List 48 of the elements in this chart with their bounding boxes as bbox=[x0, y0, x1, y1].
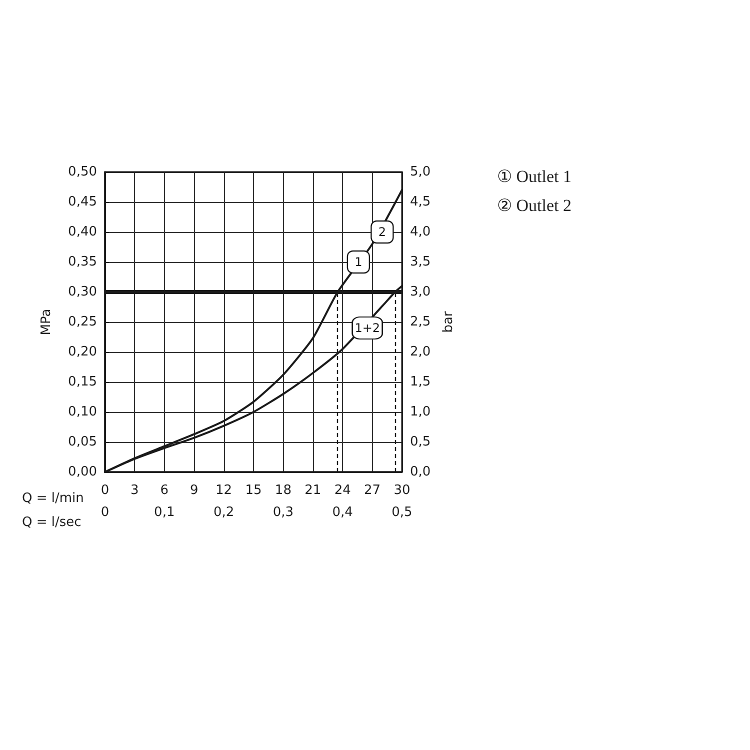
text: ② Outlet 2 bbox=[497, 196, 572, 215]
x-tick-label: 30 bbox=[394, 483, 410, 498]
y2-tick-label: 1,0 bbox=[410, 404, 431, 420]
y2-axis-title: bar bbox=[441, 310, 456, 333]
x-tick-label: 15 bbox=[245, 483, 262, 498]
x2-tick-label: 0,2 bbox=[213, 505, 234, 520]
annotation: 2 bbox=[378, 225, 386, 239]
y2-tick-label: 3,0 bbox=[410, 284, 431, 300]
x-axis-title: Q = l/min bbox=[22, 491, 84, 506]
y-tick-label: 0,40 bbox=[68, 224, 97, 240]
y-tick-label: 0,00 bbox=[68, 464, 97, 480]
y-tick-label: 0,15 bbox=[68, 374, 97, 390]
x-tick-label: 0 bbox=[100, 483, 110, 498]
x-tick-label: 12 bbox=[216, 483, 232, 498]
x-tick-label: 9 bbox=[190, 483, 198, 498]
x2-tick-label: 0,5 bbox=[392, 505, 412, 520]
y-axis-title: MPa bbox=[39, 308, 54, 336]
y-tick-label: 0,50 bbox=[68, 164, 97, 180]
y2-tick-label: 4,0 bbox=[410, 224, 431, 240]
y-tick-label: 0,05 bbox=[68, 434, 97, 450]
y2-tick-label: 0,5 bbox=[410, 434, 431, 450]
y2-tick-label: 0,0 bbox=[410, 464, 431, 480]
y-tick-label: 0,45 bbox=[68, 194, 97, 210]
annotation: 1 bbox=[354, 255, 362, 269]
y2-tick-label: 5,0 bbox=[410, 164, 431, 180]
y-tick-label: 0,10 bbox=[68, 404, 97, 420]
text: ① Outlet 1 bbox=[497, 167, 572, 186]
x-tick-label: 3 bbox=[130, 483, 139, 498]
x2-tick-label: 0 bbox=[100, 505, 110, 520]
y-tick-label: 0,20 bbox=[68, 344, 97, 360]
x2-tick-label: 0,4 bbox=[332, 505, 353, 520]
x2-tick-label: 0,3 bbox=[272, 505, 294, 520]
y-tick-label: 0,30 bbox=[68, 284, 97, 300]
x-tick-label: 27 bbox=[364, 483, 381, 498]
y-tick-label: 0,35 bbox=[68, 254, 97, 270]
x-tick-label: 21 bbox=[304, 483, 322, 498]
y2-tick-label: 1,5 bbox=[410, 374, 431, 390]
y-tick-label: 0,25 bbox=[68, 314, 97, 330]
y2-tick-label: 4,5 bbox=[410, 194, 431, 210]
x-tick-label: 24 bbox=[334, 483, 351, 498]
x-tick-label: 6 bbox=[160, 483, 169, 498]
y2-tick-label: 3,5 bbox=[410, 254, 431, 270]
y2-tick-label: 2,0 bbox=[410, 344, 431, 360]
x2-tick-label: 0,1 bbox=[154, 505, 175, 520]
y2-tick-label: 2,5 bbox=[410, 314, 431, 330]
x2-axis-title: Q = l/sec bbox=[22, 515, 82, 530]
x-tick-label: 18 bbox=[274, 483, 292, 498]
annotation: 1+2 bbox=[354, 321, 380, 335]
